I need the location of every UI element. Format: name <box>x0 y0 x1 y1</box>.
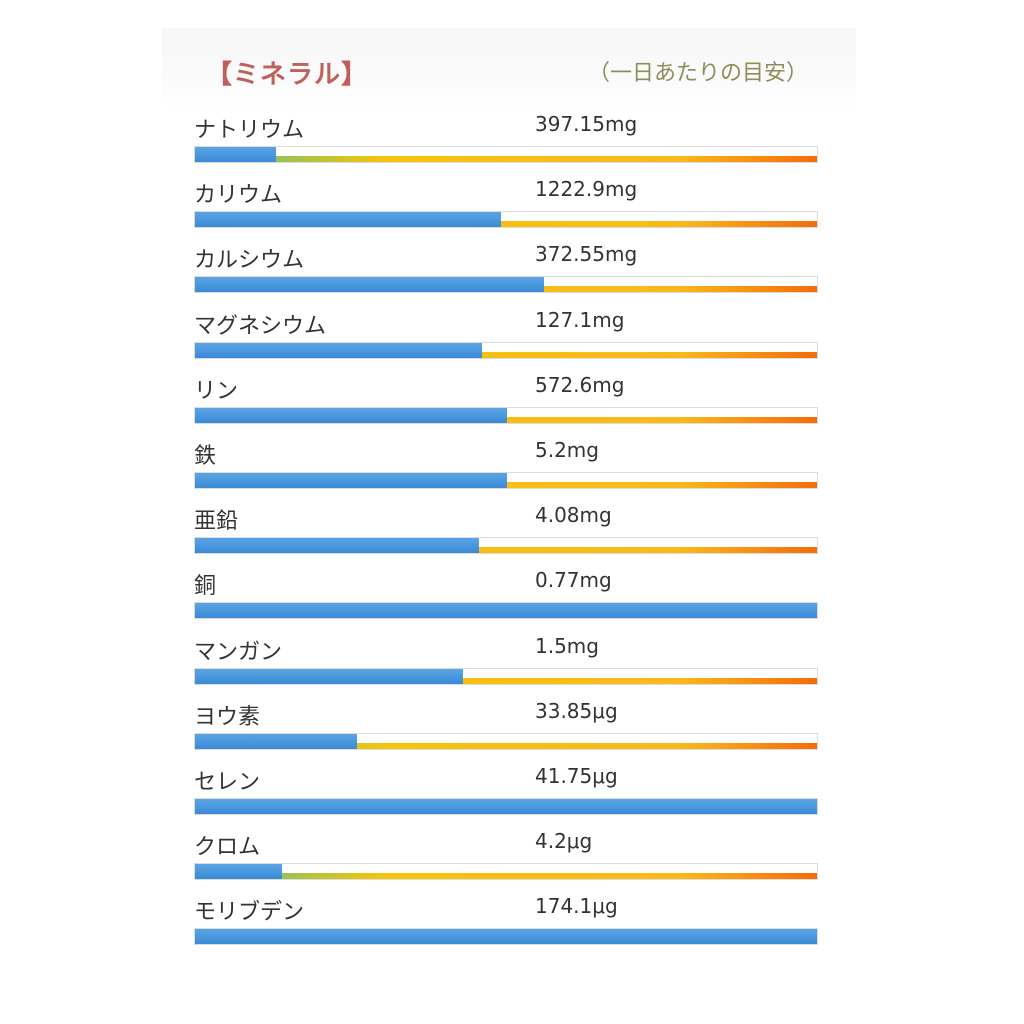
mineral-bar-track <box>194 406 818 424</box>
daily-target-scale <box>195 547 817 554</box>
mineral-bar-fill <box>195 212 501 228</box>
mineral-value: 127.1mg <box>535 307 625 332</box>
mineral-value: 41.75μg <box>535 764 618 788</box>
mineral-bar-track <box>194 146 818 163</box>
mineral-label: マグネシウム <box>194 313 327 339</box>
mineral-value: 572.6mg <box>535 372 625 397</box>
mineral-label: カルシウム <box>194 248 305 274</box>
daily-target-scale <box>195 156 817 162</box>
mineral-bar-track <box>194 472 818 489</box>
panel-title: 【ミネラル】 <box>206 60 369 90</box>
panel-note: （一日あたりの目安） <box>587 61 808 86</box>
panel-header: 【ミネラル】 （一日あたりの目安） <box>162 28 856 108</box>
mineral-bar-fill <box>195 603 817 619</box>
mineral-value: 0.77mg <box>535 568 612 593</box>
mineral-bar-track <box>194 276 818 294</box>
mineral-bar-fill <box>195 799 817 814</box>
mineral-bar-track <box>194 798 818 815</box>
mineral-label: モリブデン <box>194 900 305 926</box>
mineral-bar-track <box>194 341 818 359</box>
mineral-bar-fill <box>195 864 282 880</box>
mineral-value: 4.2μg <box>535 829 593 854</box>
mineral-bar-track <box>194 211 818 229</box>
mineral-value: 1.5mg <box>535 633 599 658</box>
mineral-bar-track <box>194 537 818 555</box>
mineral-value: 174.1μg <box>535 894 618 919</box>
daily-target-scale <box>195 742 817 749</box>
mineral-value: 1222.9mg <box>535 177 638 202</box>
mineral-bar-fill <box>195 929 817 945</box>
mineral-label: カリウム <box>194 183 283 209</box>
daily-target-scale <box>195 873 817 880</box>
mineral-value: 33.85μg <box>535 698 618 723</box>
mineral-bar-fill <box>195 407 507 423</box>
mineral-label: マンガン <box>194 639 283 665</box>
mineral-bar-fill <box>195 668 463 684</box>
mineral-bar-fill <box>195 342 482 358</box>
daily-target-scale <box>195 351 817 358</box>
mineral-bar-fill <box>195 733 357 749</box>
mineral-value: 372.55mg <box>535 242 638 267</box>
mineral-value: 4.08mg <box>535 503 612 528</box>
daily-target-scale <box>195 221 817 228</box>
mineral-bar-fill <box>195 277 544 293</box>
mineral-label: クロム <box>194 835 261 861</box>
mineral-bar-fill <box>195 538 479 554</box>
mineral-bar-fill <box>195 147 276 162</box>
mineral-bar-track <box>194 928 818 946</box>
mineral-bar-track <box>194 602 818 620</box>
mineral-bar-track <box>194 732 818 750</box>
mineral-label: ヨウ素 <box>194 704 261 730</box>
mineral-label: セレン <box>194 770 261 795</box>
mineral-label: 鉄 <box>194 444 217 469</box>
mineral-label: 銅 <box>194 574 217 600</box>
mineral-label: リン <box>194 378 239 404</box>
mineral-bar-fill <box>195 473 507 488</box>
mineral-bar-track <box>194 667 818 685</box>
mineral-value: 5.2mg <box>535 438 599 462</box>
mineral-label: ナトリウム <box>194 118 305 143</box>
mineral-bar-track <box>194 863 818 881</box>
daily-target-scale <box>195 677 817 684</box>
mineral-value: 397.15mg <box>535 112 638 136</box>
mineral-label: 亜鉛 <box>194 509 239 535</box>
